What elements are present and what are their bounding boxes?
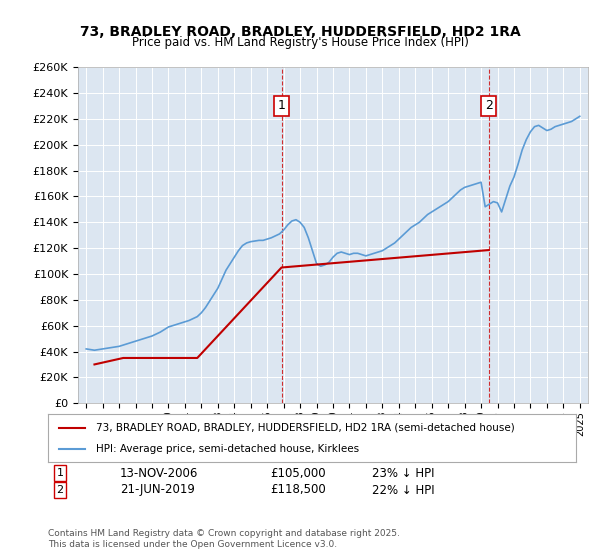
Text: Price paid vs. HM Land Registry's House Price Index (HPI): Price paid vs. HM Land Registry's House …: [131, 36, 469, 49]
Text: 23% ↓ HPI: 23% ↓ HPI: [372, 466, 434, 480]
Text: 1: 1: [278, 100, 286, 113]
Text: 1: 1: [56, 468, 64, 478]
Text: HPI: Average price, semi-detached house, Kirklees: HPI: Average price, semi-detached house,…: [95, 444, 359, 454]
Text: 21-JUN-2019: 21-JUN-2019: [120, 483, 195, 497]
Text: 22% ↓ HPI: 22% ↓ HPI: [372, 483, 434, 497]
Text: 73, BRADLEY ROAD, BRADLEY, HUDDERSFIELD, HD2 1RA: 73, BRADLEY ROAD, BRADLEY, HUDDERSFIELD,…: [80, 25, 520, 39]
Text: £118,500: £118,500: [270, 483, 326, 497]
Text: 2: 2: [485, 100, 493, 113]
Text: Contains HM Land Registry data © Crown copyright and database right 2025.
This d: Contains HM Land Registry data © Crown c…: [48, 529, 400, 549]
Text: 13-NOV-2006: 13-NOV-2006: [120, 466, 199, 480]
Text: £105,000: £105,000: [270, 466, 326, 480]
Text: 2: 2: [56, 485, 64, 495]
Text: 73, BRADLEY ROAD, BRADLEY, HUDDERSFIELD, HD2 1RA (semi-detached house): 73, BRADLEY ROAD, BRADLEY, HUDDERSFIELD,…: [95, 423, 514, 433]
